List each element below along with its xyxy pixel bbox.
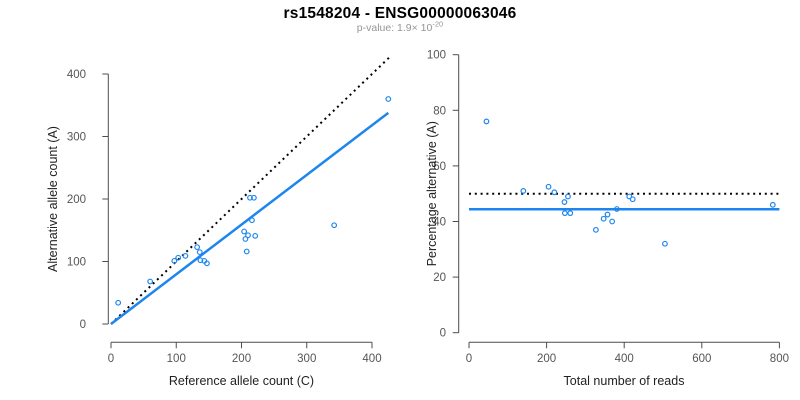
page-title: rs1548204 - ENSG00000063046	[283, 5, 517, 22]
right-panel: 0 20 40 60 80 100 0 200 400 600 800 Total number of…	[425, 50, 789, 388]
x-tick-label: 300	[297, 353, 316, 365]
left-panel: 0 100 200 300 400 0 100 200 300 400 Reference alle…	[46, 56, 392, 388]
data-point	[626, 193, 633, 200]
data-point	[613, 206, 620, 212]
data-point	[520, 188, 527, 194]
data-point	[204, 260, 210, 267]
data-point	[196, 249, 203, 256]
data-point	[171, 257, 178, 264]
x-axis-label: Total number of reads	[564, 374, 685, 388]
data-point	[545, 183, 552, 190]
data-point	[662, 240, 668, 247]
y-tick-label: 60	[433, 161, 446, 173]
y-tick-label: 200	[67, 194, 86, 206]
y-tick-label: 0	[440, 328, 446, 340]
x-tick-label: 400	[362, 353, 381, 365]
y-axis-label: Percentage alternative (A)	[425, 121, 439, 266]
pvalue-exponent: -20	[432, 19, 444, 29]
data-point	[561, 199, 568, 205]
data-point	[565, 193, 571, 200]
data-point	[331, 222, 338, 229]
y-tick-label: 0	[80, 319, 86, 331]
data-point	[241, 228, 248, 235]
y-tick-label: 100	[427, 50, 446, 62]
x-tick-label: 800	[770, 353, 789, 365]
data-point	[115, 299, 122, 306]
x-tick-label: 0	[108, 353, 114, 365]
data-point	[629, 196, 636, 203]
x-axis-label: Reference allele count (C)	[169, 374, 314, 388]
data-point	[147, 278, 154, 285]
y-tick-label: 400	[67, 69, 86, 81]
x-tick-label: 400	[615, 353, 634, 365]
data-point	[245, 232, 251, 239]
data-point	[600, 215, 607, 222]
data-point	[243, 248, 250, 255]
y-axis-label: Alternative allele count (A)	[46, 126, 60, 272]
y-tick-label: 80	[433, 105, 446, 117]
data-point	[249, 217, 255, 224]
identity-line	[110, 56, 391, 325]
data-point	[561, 210, 568, 217]
data-point	[197, 257, 204, 264]
x-tick-label: 200	[537, 353, 556, 365]
x-tick-label: 100	[167, 353, 186, 365]
y-tick-label: 40	[433, 217, 446, 229]
data-point	[242, 236, 249, 242]
data-point	[250, 194, 257, 201]
y-tick-label: 20	[433, 272, 446, 284]
data-point	[551, 189, 558, 196]
data-point	[604, 211, 611, 218]
x-tick-label: 200	[232, 353, 251, 365]
pvalue-text: p-value: 1.9× 10	[356, 22, 433, 34]
figure-header: rs1548204 - ENSG00000063046 p-value: 1.9…	[0, 5, 800, 35]
y-tick-label: 100	[67, 257, 86, 269]
x-tick-label: 600	[692, 353, 711, 365]
data-point	[483, 118, 490, 125]
data-point	[385, 96, 392, 102]
regression-line	[110, 111, 390, 325]
x-tick-label: 0	[466, 353, 472, 365]
y-tick-label: 300	[67, 132, 86, 144]
data-point	[567, 210, 574, 217]
data-point	[769, 201, 776, 208]
data-point	[247, 194, 253, 201]
data-point	[252, 232, 259, 239]
pvalue-subtitle: p-value: 1.9× 10-20	[0, 19, 800, 35]
data-point	[175, 254, 182, 261]
data-point	[592, 226, 599, 233]
data-point	[182, 252, 189, 259]
data-point	[194, 244, 201, 251]
data-point	[609, 218, 616, 225]
